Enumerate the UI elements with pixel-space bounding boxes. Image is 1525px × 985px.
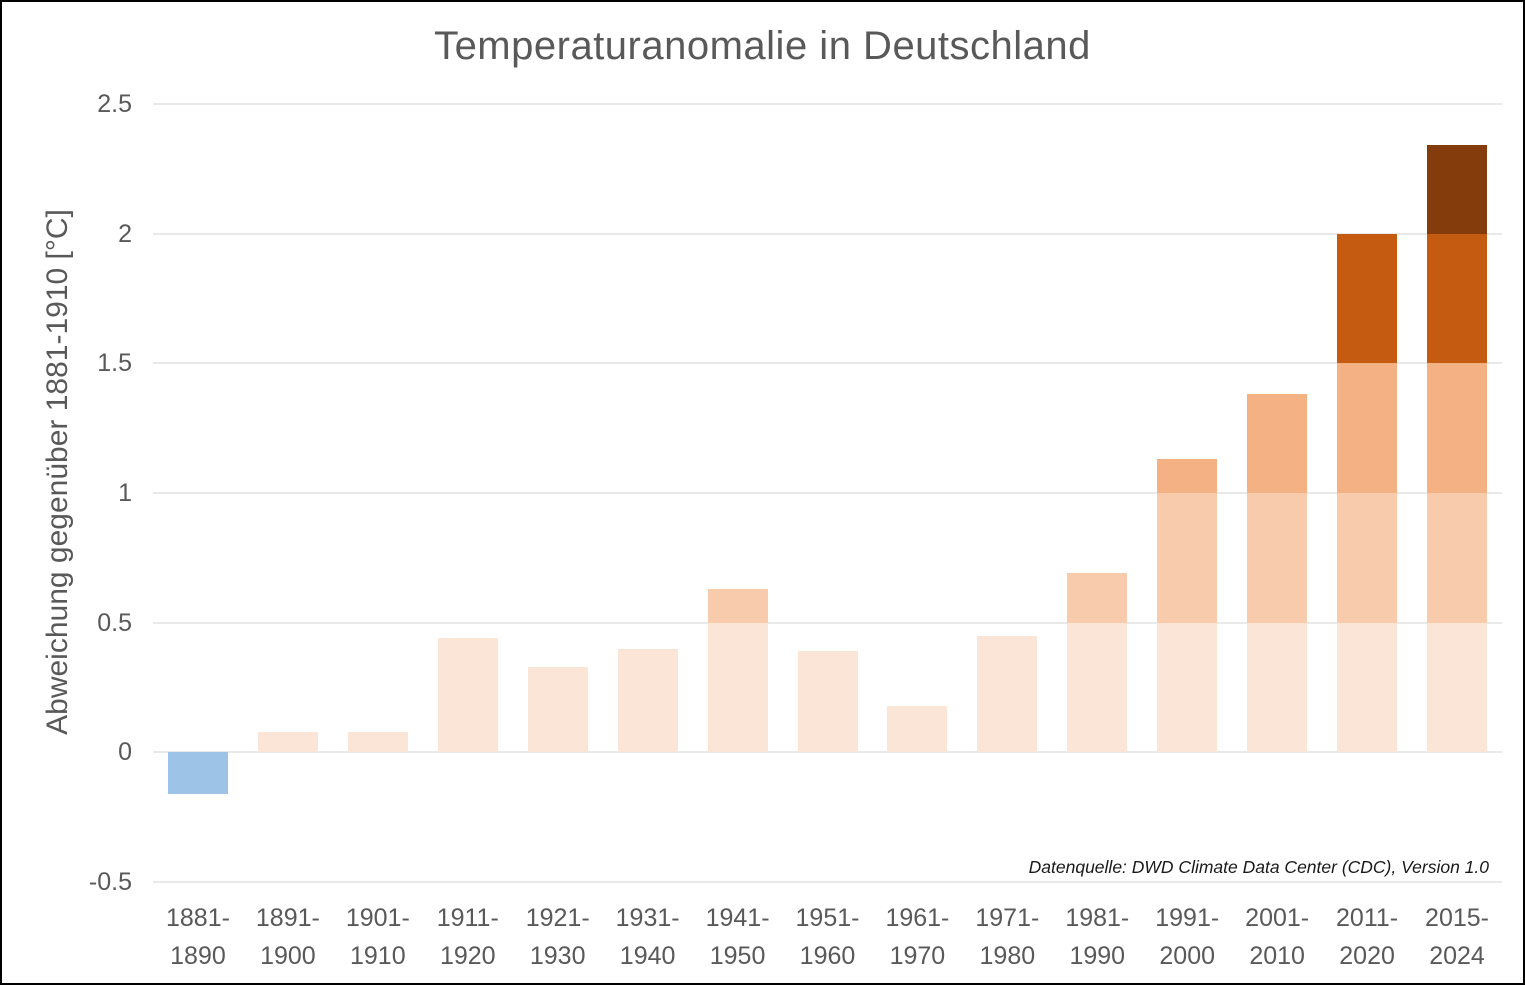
gridline-y-1 <box>153 492 1502 494</box>
bar-segment-1981-1990 <box>1067 573 1128 623</box>
x-tick-label-1951-1960: 1951- 1960 <box>783 900 873 975</box>
x-tick-label-1901-1910: 1901- 1910 <box>333 900 423 975</box>
bar-segment-1901-1910 <box>347 731 408 753</box>
x-tick-line: 1930 <box>529 941 586 970</box>
bar-segment-2001-2010 <box>1247 394 1308 493</box>
x-tick-line: 1901- <box>345 904 410 932</box>
bar-segment-2015-2024 <box>1427 493 1488 623</box>
x-tick-line: 1920 <box>439 941 496 970</box>
data-source-note: Datenquelle: DWD Climate Data Center (CD… <box>1028 857 1489 877</box>
x-tick-line: 1921- <box>525 904 590 932</box>
x-tick-line: 2011- <box>1336 904 1399 932</box>
x-tick-line: 1981- <box>1065 904 1130 932</box>
x-tick-label-1961-1970: 1961- 1970 <box>872 900 962 975</box>
x-tick-line: 1951- <box>795 904 860 932</box>
x-tick-line: 2001- <box>1245 904 1310 932</box>
y-tick-label: 0.5 <box>97 608 132 637</box>
bar-segment-1891-1900 <box>257 731 318 753</box>
x-tick-label-2015-2024: 2015- 2024 <box>1412 900 1502 975</box>
bar-segment-2015-2024 <box>1427 233 1488 364</box>
bar-segment-1971-1980 <box>977 635 1038 753</box>
bar-segment-1961-1970 <box>887 705 948 753</box>
gridline-y-2 <box>153 232 1502 235</box>
x-tick-label-1941-1950: 1941- 1950 <box>693 900 783 975</box>
y-tick-label: 1.5 <box>97 349 132 378</box>
x-tick-line: 1931- <box>615 904 680 932</box>
bar-segment-1941-1950 <box>707 588 768 623</box>
bar-segment-2011-2020 <box>1337 233 1398 364</box>
x-tick-line: 1961- <box>885 904 950 932</box>
x-tick-line: 1950 <box>709 941 766 970</box>
x-tick-line: 2020 <box>1339 941 1395 970</box>
bar-segment-1911-1920 <box>437 638 498 753</box>
bar-segment-1991-2000 <box>1157 493 1218 623</box>
bar-segment-1991-2000 <box>1157 459 1218 493</box>
y-tick-label: 1 <box>118 479 132 507</box>
x-tick-label-1931-1940: 1931- 1940 <box>603 900 693 975</box>
gridline-y-0 <box>153 751 1502 754</box>
bar-segment-2011-2020 <box>1337 363 1398 493</box>
x-tick-line: 1881- <box>165 904 230 932</box>
x-tick-line: 1990 <box>1069 941 1126 970</box>
x-tick-line: 1900 <box>260 941 316 970</box>
x-tick-label-1991-2000: 1991- 2000 <box>1142 900 1232 975</box>
x-tick-line: 1911- <box>436 904 499 932</box>
y-tick-label: 0 <box>118 738 132 767</box>
x-tick-label-1981-1990: 1981- 1990 <box>1052 900 1142 975</box>
bar-segment-2015-2024 <box>1427 363 1488 493</box>
bar-segment-2015-2024 <box>1427 145 1488 234</box>
y-tick-label: -0.5 <box>88 868 132 896</box>
gridline-y--0.5 <box>153 881 1502 883</box>
x-tick-line: 2024 <box>1429 941 1485 970</box>
x-tick-line: 1971- <box>975 904 1040 932</box>
gridline-y-1.5 <box>153 362 1502 365</box>
bar-segment-1941-1950 <box>707 622 768 753</box>
x-tick-line: 1970 <box>889 941 946 970</box>
bar-segment-2015-2024 <box>1427 622 1488 753</box>
y-tick-label: 2.5 <box>97 90 132 118</box>
bar-segment-1981-1990 <box>1067 622 1128 753</box>
x-tick-label-1971-1980: 1971- 1980 <box>962 900 1052 975</box>
bar-segment-1921-1930 <box>527 666 588 753</box>
bar-segment-2011-2020 <box>1337 493 1398 623</box>
bar-segment-2011-2020 <box>1337 622 1398 753</box>
x-tick-line: 1910 <box>350 941 406 970</box>
bar-segment-2001-2010 <box>1247 622 1308 753</box>
x-tick-line: 2010 <box>1249 941 1305 970</box>
x-tick-line: 2000 <box>1159 941 1216 970</box>
gridline-y-2.5 <box>153 103 1502 105</box>
bar-segment-2001-2010 <box>1247 493 1308 623</box>
y-tick-label: 2 <box>118 219 132 248</box>
x-tick-line: 1991- <box>1155 904 1220 932</box>
x-tick-line: 1941- <box>705 904 770 932</box>
x-tick-label-1921-1930: 1921- 1930 <box>513 900 603 975</box>
x-tick-label-2001-2010: 2001- 2010 <box>1232 900 1322 975</box>
x-tick-line: 1890 <box>170 941 226 970</box>
x-tick-line: 1960 <box>799 941 856 970</box>
x-tick-line: 1891- <box>255 904 320 932</box>
x-tick-label-1881-1890: 1881- 1890 <box>153 900 243 975</box>
bar-segment-1951-1960 <box>797 651 858 753</box>
x-tick-label-1911-1920: 1911- 1920 <box>423 900 513 975</box>
x-tick-line: 1940 <box>619 941 676 970</box>
gridline-y-0.5 <box>153 621 1502 624</box>
bar-segment-1991-2000 <box>1157 622 1218 753</box>
x-tick-line: 2015- <box>1425 904 1489 932</box>
bar-segment-1931-1940 <box>617 648 678 753</box>
x-tick-label-1891-1900: 1891- 1900 <box>243 900 333 975</box>
chart-title: Temperaturanomalie in Deutschland <box>434 24 1091 68</box>
x-tick-label-2011-2020: 2011- 2020 <box>1322 900 1412 975</box>
x-tick-line: 1980 <box>979 941 1036 970</box>
bar-segment-1881-1890 <box>167 752 228 794</box>
